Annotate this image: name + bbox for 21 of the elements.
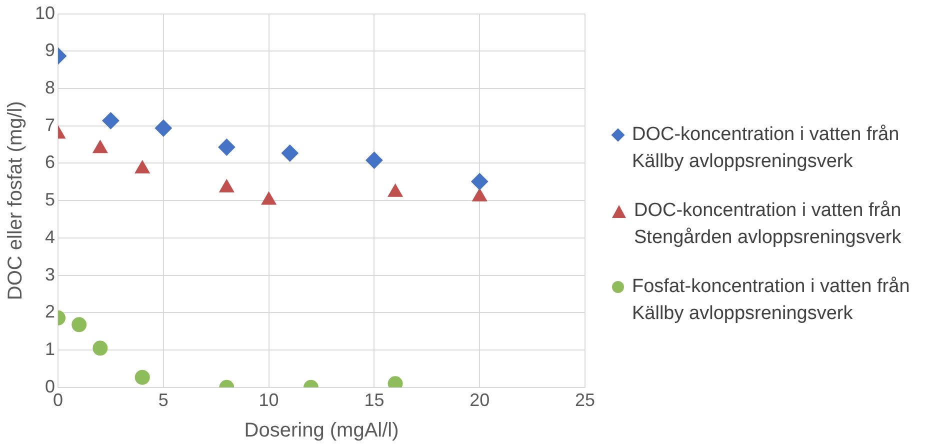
y-tick-label: 2: [45, 302, 56, 322]
legend-label: DOC-koncentration i vatten från Källby avloppsreningsverk: [632, 122, 900, 174]
y-tick-label: 10: [34, 2, 56, 23]
x-axis-title: Dosering (mgAl/l): [244, 420, 399, 442]
x-tick-label: 10: [258, 390, 279, 410]
legend-label: Fosfat-koncentration i vatten från Källby avloppsreningsverk: [632, 274, 911, 326]
y-axis-title: DOC eller fosfat (mg/l): [4, 101, 27, 300]
y-tick-label: 7: [45, 114, 56, 135]
x-tick-label: 15: [364, 390, 384, 410]
x-tick-label: 25: [574, 390, 596, 410]
x-tick-label: 20: [470, 390, 490, 410]
y-tick-label: 8: [45, 77, 56, 98]
y-tick-label: 3: [45, 264, 56, 284]
y-tick-label: 5: [45, 190, 56, 210]
y-tick-label: 6: [45, 152, 56, 172]
y-tick-label: 4: [45, 226, 56, 247]
y-tick-label: 9: [45, 40, 56, 60]
x-tick-label: 5: [158, 390, 168, 410]
y-tick-label: 1: [45, 339, 56, 360]
legend-label: DOC-koncentration i vatten från Stengården avloppsreningsverk: [634, 198, 902, 250]
y-tick-label: 0: [45, 376, 56, 396]
